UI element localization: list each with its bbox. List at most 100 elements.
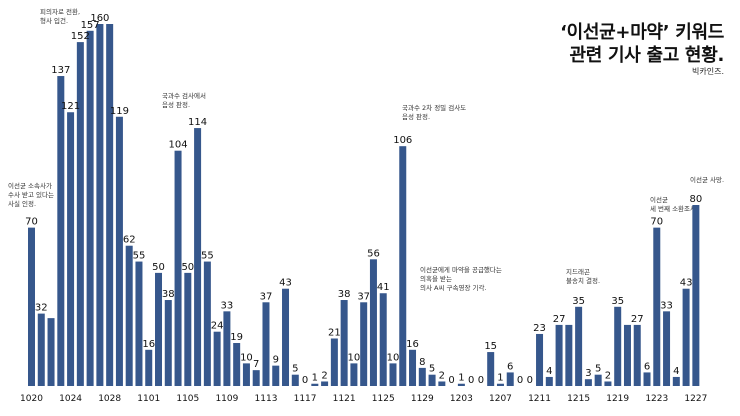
value-label-1207: 1: [497, 373, 503, 384]
value-label-1030: 62: [123, 235, 136, 246]
bar-1129: [418, 367, 426, 386]
annotation-warrant-dismissed: 이선균에게 마약을 공급했다는 의혹을 받는 의사 A씨 구속영장 기각.: [420, 266, 502, 292]
value-label-1121: 38: [338, 289, 351, 300]
value-label-1215: 35: [572, 296, 585, 307]
value-label-1120: 21: [328, 327, 341, 338]
x-tick-1227: 1227: [684, 394, 707, 404]
x-tick-1211: 1211: [528, 394, 551, 404]
value-label-1027: 160: [90, 13, 109, 24]
bar-1214: [565, 324, 573, 386]
x-tick-1024: 1024: [59, 394, 82, 404]
bar-1102: [155, 272, 163, 387]
value-label-1209: 0: [517, 375, 523, 386]
bar-1227: [692, 205, 700, 386]
bar-1125: [379, 293, 387, 386]
bar-1109: [223, 311, 231, 386]
bar-1105: [184, 272, 192, 387]
x-tick-1113: 1113: [255, 394, 278, 404]
bar-1120: [330, 338, 338, 386]
value-label-1227: 80: [689, 194, 702, 205]
bar-1020: [28, 227, 35, 387]
value-label-1114: 9: [273, 355, 279, 366]
bar-1213: [555, 324, 563, 386]
value-label-1128: 16: [406, 339, 419, 350]
value-label-1101: 16: [142, 339, 155, 350]
bar-1122: [350, 363, 358, 387]
bar-1201: [438, 381, 446, 387]
value-label-1205: 0: [478, 375, 484, 386]
bar-1029: [115, 116, 123, 386]
value-label-1103: 38: [162, 289, 175, 300]
bar-1104: [174, 150, 182, 386]
value-label-1218: 2: [605, 370, 611, 381]
bar-1030: [125, 245, 133, 386]
annotation-nfs-second-negative: 국과수 2차 정밀 검사도 음성 판정.: [402, 104, 467, 121]
bar-1222: [643, 372, 651, 386]
bar-1219: [614, 306, 622, 386]
bar-1023: [57, 76, 65, 386]
value-label-1125: 41: [377, 282, 390, 293]
value-label-1029: 119: [110, 106, 129, 117]
value-label-1224: 33: [660, 300, 673, 311]
value-label-1129: 8: [419, 357, 425, 368]
bar-1203: [457, 383, 465, 386]
annotation-agency-confirms: 이선균 소속사가 수사 받고 있다는 사실 인정.: [8, 182, 54, 208]
bar-1128: [409, 349, 417, 386]
value-label-1021: 32: [35, 303, 48, 314]
bar-1123: [360, 302, 368, 386]
value-label-1020: 70: [25, 217, 38, 228]
value-label-1105: 50: [181, 262, 194, 273]
annotation-gdragon-no-referral: 지드래곤 불송치 결정.: [566, 268, 601, 285]
value-label-1118: 1: [312, 373, 318, 384]
bar-1103: [164, 300, 172, 386]
value-label-1206: 15: [484, 341, 497, 352]
x-tick-1105: 1105: [176, 394, 199, 404]
value-label-1112: 7: [253, 359, 259, 370]
bar-1212: [545, 376, 553, 386]
value-label-1107: 55: [201, 251, 214, 262]
value-label-1122: 10: [348, 352, 361, 363]
bar-1126: [389, 363, 397, 387]
bar-1124: [369, 259, 377, 386]
value-label-1208: 6: [507, 361, 513, 372]
bar-1119: [321, 381, 329, 387]
bar-1220: [623, 324, 631, 386]
value-label-1202: 0: [448, 375, 454, 386]
value-label-1219: 35: [611, 296, 624, 307]
bar-1223: [653, 227, 661, 387]
value-label-1216: 3: [585, 368, 591, 379]
bar-1101: [145, 349, 153, 386]
bar-1121: [340, 300, 348, 386]
x-tick-1125: 1125: [372, 394, 395, 404]
value-label-1117: 0: [302, 375, 308, 386]
value-label-1130: 5: [429, 364, 435, 375]
annotation-nfs-negative: 국과수 검사에서 음성 판정.: [162, 92, 206, 109]
bar-1130: [428, 374, 436, 386]
bar-1207: [496, 383, 504, 386]
x-tick-1117: 1117: [294, 394, 317, 404]
value-label-1221: 27: [631, 314, 644, 325]
value-label-1104: 104: [169, 140, 188, 151]
bar-1118: [311, 383, 319, 386]
annotation-third-summons: 이선균 세 번째 소환조사.: [650, 196, 699, 213]
chart-title-line1: ‘이선균+마약’ 키워드: [560, 22, 724, 43]
value-label-1226: 43: [680, 278, 693, 289]
bar-1110: [233, 343, 241, 386]
x-tick-1203: 1203: [450, 394, 473, 404]
x-tick-1215: 1215: [567, 394, 590, 404]
bar-1024: [67, 112, 75, 387]
bar-1225: [672, 376, 680, 386]
annotation-death: 이선균 사망.: [690, 176, 725, 184]
x-tick-1223: 1223: [645, 394, 668, 404]
value-label-1217: 5: [595, 364, 601, 375]
value-label-1204: 0: [468, 375, 474, 386]
bar-1114: [272, 365, 280, 386]
value-label-1124: 56: [367, 248, 380, 259]
bar-1221: [633, 324, 641, 386]
x-tick-1020: 1020: [20, 394, 43, 404]
bar-1108: [213, 331, 221, 386]
value-label-1201: 2: [439, 370, 445, 381]
value-label-1026: 157: [81, 20, 100, 31]
annotation-suspect-booked: 피의자로 전환, 형사 입건.: [40, 8, 81, 25]
